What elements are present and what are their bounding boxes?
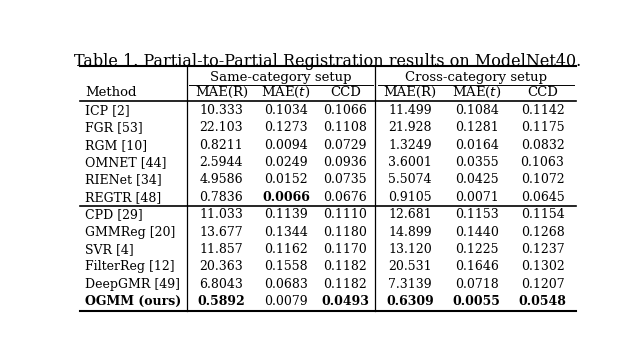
Text: 0.0066: 0.0066: [262, 191, 310, 204]
Text: 13.677: 13.677: [200, 226, 243, 238]
Text: GMMReg [20]: GMMReg [20]: [85, 226, 175, 238]
Text: 0.1558: 0.1558: [264, 260, 308, 273]
Text: Same-category setup: Same-category setup: [210, 71, 351, 84]
Text: 3.6001: 3.6001: [388, 156, 432, 169]
Text: 0.1072: 0.1072: [521, 173, 564, 186]
Text: 0.0055: 0.0055: [453, 295, 500, 308]
Text: SVR [4]: SVR [4]: [85, 243, 134, 256]
Text: 0.0425: 0.0425: [455, 173, 499, 186]
Text: 0.1154: 0.1154: [521, 208, 564, 221]
Text: 0.1170: 0.1170: [323, 243, 367, 256]
Text: 0.0152: 0.0152: [264, 173, 308, 186]
Text: OMNET [44]: OMNET [44]: [85, 156, 166, 169]
Text: OGMM (ours): OGMM (ours): [85, 295, 181, 308]
Text: 0.5892: 0.5892: [198, 295, 245, 308]
Text: ICP [2]: ICP [2]: [85, 104, 130, 117]
Text: FilterReg [12]: FilterReg [12]: [85, 260, 175, 273]
Text: 11.033: 11.033: [200, 208, 243, 221]
Text: 0.0718: 0.0718: [455, 278, 499, 291]
Text: 0.1182: 0.1182: [323, 278, 367, 291]
Text: 13.120: 13.120: [388, 243, 432, 256]
Text: 0.0683: 0.0683: [264, 278, 308, 291]
Text: 5.5074: 5.5074: [388, 173, 431, 186]
Text: 0.1207: 0.1207: [521, 278, 564, 291]
Text: 0.1084: 0.1084: [455, 104, 499, 117]
Text: CPD [29]: CPD [29]: [85, 208, 143, 221]
Text: 0.6309: 0.6309: [386, 295, 434, 308]
Text: 0.1153: 0.1153: [455, 208, 499, 221]
Text: 22.103: 22.103: [200, 121, 243, 134]
Text: 0.1646: 0.1646: [455, 260, 499, 273]
Text: 2.5944: 2.5944: [200, 156, 243, 169]
Text: CCD: CCD: [330, 86, 361, 99]
Text: 11.499: 11.499: [388, 104, 431, 117]
Text: MAE(R): MAE(R): [195, 86, 248, 99]
Text: 0.1182: 0.1182: [323, 260, 367, 273]
Text: Cross-category setup: Cross-category setup: [404, 71, 547, 84]
Text: 20.363: 20.363: [200, 260, 243, 273]
Text: 0.0079: 0.0079: [264, 295, 308, 308]
Text: 0.0493: 0.0493: [321, 295, 369, 308]
Text: FGR [53]: FGR [53]: [85, 121, 143, 134]
Text: 0.1162: 0.1162: [264, 243, 308, 256]
Text: 6.8043: 6.8043: [200, 278, 243, 291]
Text: 0.1237: 0.1237: [521, 243, 564, 256]
Text: 0.1344: 0.1344: [264, 226, 308, 238]
Text: DeepGMR [49]: DeepGMR [49]: [85, 278, 180, 291]
Text: 12.681: 12.681: [388, 208, 432, 221]
Text: 0.9105: 0.9105: [388, 191, 431, 204]
Text: 0.1273: 0.1273: [264, 121, 308, 134]
Text: 0.1281: 0.1281: [455, 121, 499, 134]
Text: 0.0832: 0.0832: [521, 139, 564, 152]
Text: 0.1225: 0.1225: [455, 243, 499, 256]
Text: MAE($t$): MAE($t$): [261, 85, 310, 100]
Text: 0.1066: 0.1066: [323, 104, 367, 117]
Text: 0.1302: 0.1302: [521, 260, 564, 273]
Text: Table 1. Partial-to-Partial Registration results on ModelNet40.: Table 1. Partial-to-Partial Registration…: [74, 54, 582, 71]
Text: 0.1063: 0.1063: [520, 156, 564, 169]
Text: 21.928: 21.928: [388, 121, 431, 134]
Text: 14.899: 14.899: [388, 226, 431, 238]
Text: 0.0164: 0.0164: [455, 139, 499, 152]
Text: MAE($t$): MAE($t$): [452, 85, 502, 100]
Text: 0.0094: 0.0094: [264, 139, 308, 152]
Text: 0.0676: 0.0676: [323, 191, 367, 204]
Text: 0.1139: 0.1139: [264, 208, 308, 221]
Text: 0.0071: 0.0071: [455, 191, 499, 204]
Text: 0.0355: 0.0355: [455, 156, 499, 169]
Text: 0.0249: 0.0249: [264, 156, 308, 169]
Text: 0.8211: 0.8211: [200, 139, 243, 152]
Text: 0.0735: 0.0735: [324, 173, 367, 186]
Text: 10.333: 10.333: [200, 104, 243, 117]
Text: 1.3249: 1.3249: [388, 139, 431, 152]
Text: 0.1440: 0.1440: [455, 226, 499, 238]
Text: 0.1180: 0.1180: [323, 226, 367, 238]
Text: 7.3139: 7.3139: [388, 278, 431, 291]
Text: MAE(R): MAE(R): [383, 86, 436, 99]
Text: 0.0548: 0.0548: [518, 295, 566, 308]
Text: 11.857: 11.857: [200, 243, 243, 256]
Text: 0.7836: 0.7836: [200, 191, 243, 204]
Text: RGM [10]: RGM [10]: [85, 139, 147, 152]
Text: 0.1108: 0.1108: [323, 121, 367, 134]
Text: 0.1034: 0.1034: [264, 104, 308, 117]
Text: REGTR [48]: REGTR [48]: [85, 191, 161, 204]
Text: Method: Method: [85, 86, 136, 99]
Text: RIENet [34]: RIENet [34]: [85, 173, 162, 186]
Text: CCD: CCD: [527, 86, 558, 99]
Text: 0.0645: 0.0645: [521, 191, 564, 204]
Text: 0.0936: 0.0936: [323, 156, 367, 169]
Text: 0.1175: 0.1175: [521, 121, 564, 134]
Text: 0.1142: 0.1142: [521, 104, 564, 117]
Text: 0.0729: 0.0729: [324, 139, 367, 152]
Text: 0.1268: 0.1268: [521, 226, 564, 238]
Text: 4.9586: 4.9586: [200, 173, 243, 186]
Text: 20.531: 20.531: [388, 260, 431, 273]
Text: 0.1110: 0.1110: [323, 208, 367, 221]
